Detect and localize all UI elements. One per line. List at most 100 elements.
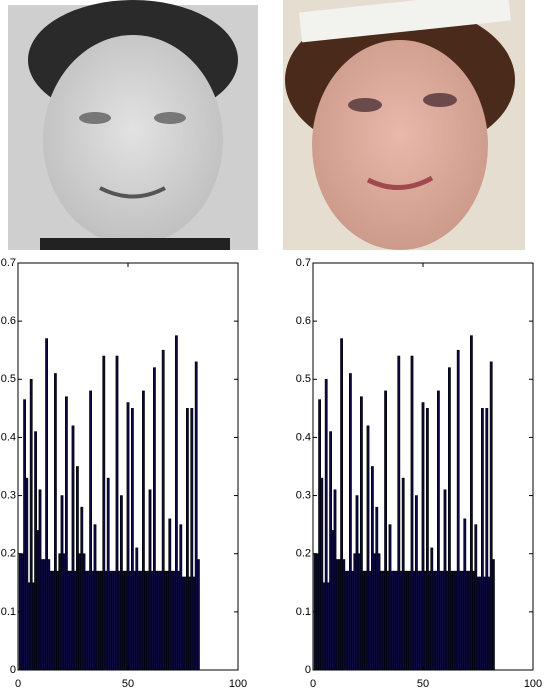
bar [483,576,486,671]
bar [172,570,176,671]
bar [355,495,359,671]
bar [122,570,125,671]
bar [381,570,385,671]
bar [375,506,379,671]
bar [335,559,339,671]
bar [421,402,425,671]
y-tick-label: 0.2 [296,548,311,560]
bar [102,355,106,671]
bar [89,390,92,671]
bar [98,570,101,671]
x-tick-label: 100 [229,678,247,690]
bar [364,570,368,671]
bar [452,570,456,671]
bar [373,553,376,671]
bar [190,408,194,671]
y-tick-label: 0.1 [1,606,16,618]
bar [51,570,55,671]
bar [166,570,169,671]
x-tick-label: 100 [524,678,542,690]
bar [386,570,390,671]
bar [406,570,409,671]
bar [146,570,150,671]
bar [362,570,365,671]
bar [177,570,180,671]
x-tick-label: 0 [15,678,21,690]
bar [346,570,350,671]
bar [351,570,354,671]
bar [36,530,40,671]
bar [320,477,324,671]
bar [71,425,75,671]
bar [344,570,348,671]
bar [131,408,134,671]
bar [472,570,475,671]
bar [441,570,445,671]
bar [91,570,95,671]
y-tick-label: 0.6 [1,315,16,327]
y-tick-label: 0 [305,664,311,676]
bar [461,570,464,671]
bar [331,530,335,671]
bar [377,553,381,671]
bar [399,570,403,671]
bar [379,570,383,671]
y-tick-label: 0.4 [1,431,16,443]
bar [175,335,178,671]
y-tick-label: 0 [10,664,16,676]
bar [194,361,198,671]
y-tick-label: 0.5 [1,373,16,385]
histogram-chart: 0 0.1 0.2 0.3 0.4 0.5 0.6 0.7 0 50 100 [1,257,247,690]
bar [168,518,172,671]
y-tick-label: 0.3 [1,489,16,501]
bar [322,582,326,671]
bar [458,570,462,671]
bar [188,576,191,671]
bar [329,431,332,671]
bar [58,553,62,671]
bar [73,570,77,671]
photo-gray [8,0,258,250]
bar [392,570,396,671]
bar [192,576,196,671]
y-tick-label: 0.7 [296,257,311,269]
bar [445,570,449,671]
bar [401,477,405,671]
bar [128,570,132,671]
bar [432,570,436,671]
bar [69,570,73,671]
bar [428,570,431,671]
bar [487,576,491,671]
bar [93,524,97,671]
y-tick-label: 0.2 [1,548,16,560]
bar [469,335,473,671]
bar [76,466,79,671]
bar [359,396,363,671]
bar [115,355,119,671]
bar [137,570,141,671]
bar [124,570,128,671]
bar [447,367,451,671]
bar [417,570,420,671]
bar [476,576,480,671]
bar [25,477,29,671]
bar [100,570,103,671]
bar [84,570,88,671]
bar [353,553,357,671]
bar [40,559,44,671]
x-tick-label: 50 [417,678,429,690]
bar [157,570,161,671]
bar [150,570,154,671]
bar [49,570,53,671]
bar [106,477,110,671]
photo-color [283,0,525,250]
bar [53,373,57,671]
bar [456,349,460,671]
bar [333,489,337,671]
bar [181,576,185,671]
bar [419,570,423,671]
bar [126,402,130,671]
bar [197,559,200,671]
bar [395,570,398,671]
bar [104,570,108,671]
